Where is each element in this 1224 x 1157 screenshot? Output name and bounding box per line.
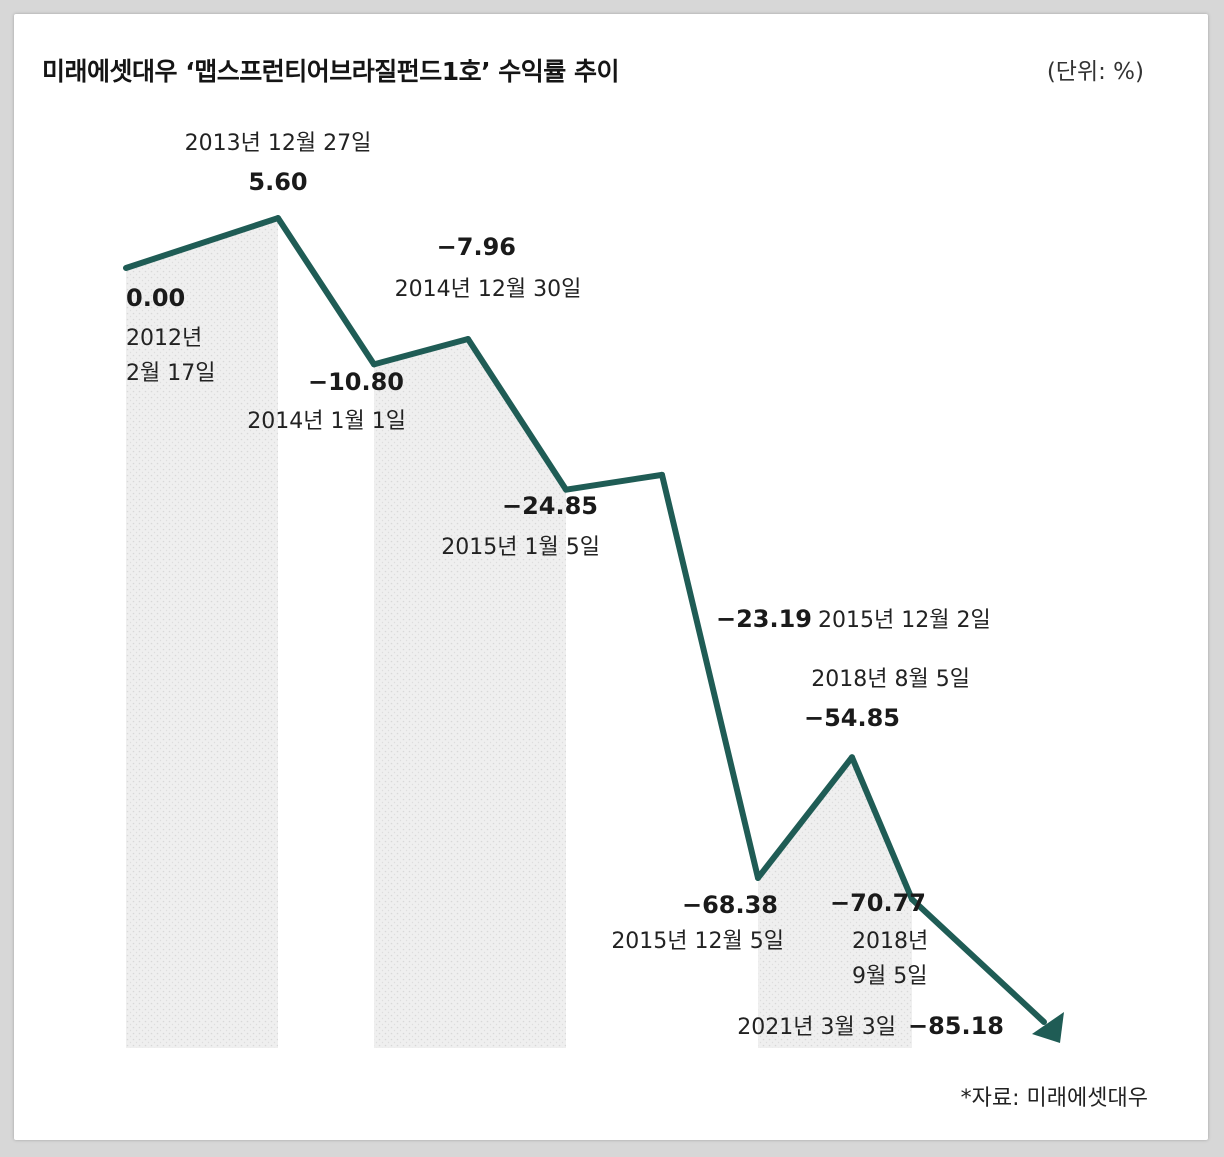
line-segment-0 xyxy=(123,215,281,271)
value-label-7: −54.85 xyxy=(804,704,900,732)
date-label-3: 2014년 12월 30일 xyxy=(395,277,582,302)
value-label-4: −24.85 xyxy=(502,492,598,520)
line-segment-8 xyxy=(909,896,1047,1025)
date-label-7: 2018년 8월 5일 xyxy=(811,667,970,692)
date-label-0-1: 2월 17일 xyxy=(126,361,215,386)
shaded-band-1 xyxy=(374,339,566,1049)
value-label-1: 5.60 xyxy=(248,168,307,196)
line-segment-3 xyxy=(465,336,569,493)
date-label-1: 2013년 12월 27일 xyxy=(185,131,372,156)
date-label-9: 2021년 3월 3일 xyxy=(737,1015,896,1040)
value-label-3: −7.96 xyxy=(437,233,516,261)
shaded-band-0 xyxy=(126,218,278,1049)
line-segment-1 xyxy=(275,215,377,368)
line-segment-5 xyxy=(659,471,761,881)
value-label-2: −10.80 xyxy=(308,368,404,396)
source-note: *자료: 미래에셋대우 xyxy=(960,1086,1148,1111)
date-label-8-1: 9월 5일 xyxy=(852,964,927,989)
chart-title: 미래에셋대우 ‘맵스프런티어브라질펀드1호’ 수익률 추이 xyxy=(42,57,620,86)
value-label-6: −68.38 xyxy=(682,891,778,919)
date-label-4: 2015년 1월 5일 xyxy=(441,535,600,560)
date-label-0-0: 2012년 xyxy=(126,326,202,351)
value-label-9: −85.18 xyxy=(908,1012,1004,1040)
line-segment-7 xyxy=(849,754,915,903)
unit-label: (단위: %) xyxy=(1046,59,1144,85)
date-label-6: 2015년 12월 5일 xyxy=(611,929,784,954)
line-segment-2 xyxy=(371,336,471,368)
trend-arrow-icon xyxy=(1032,1012,1064,1043)
value-label-0: 0.00 xyxy=(126,284,185,312)
value-label-5: −23.19 xyxy=(716,605,812,633)
line-segment-6 xyxy=(755,754,855,881)
value-label-8: −70.77 xyxy=(830,889,926,917)
date-label-5: 2015년 12월 2일 xyxy=(818,608,991,633)
line-segment-4 xyxy=(563,471,665,493)
date-label-8-0: 2018년 xyxy=(852,929,928,954)
date-label-2: 2014년 1월 1일 xyxy=(247,409,406,434)
